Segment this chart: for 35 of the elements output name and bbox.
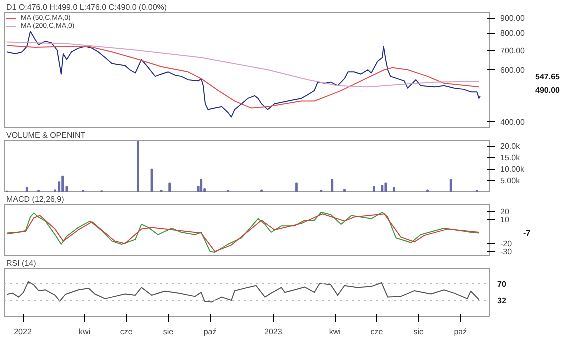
text: 547.65 [536,72,561,82]
y-tick-label: -20 [500,240,513,249]
text: 32 [498,296,507,306]
x-tick-label: paź [454,328,468,336]
x-tick-label: cze [370,328,384,336]
x-tick-label: 2023 [264,328,283,336]
y-tick-label: 600.00 [500,66,526,75]
y-tick-label: 5.00k [500,176,522,186]
line-series [6,42,480,88]
y-tick-label: 20.0k [500,142,522,151]
chart-title: D1 O:476.0 H:499.0 L:476.0 C:490.0 (0.00%) [6,3,168,12]
y-tick-label: 900.00 [500,14,526,24]
x-tick-label: paź [204,328,217,336]
chart-title: MACD (12,26,9) [6,195,65,204]
x-tick-label: sie [163,328,174,336]
y-tick-label: 400.00 [500,118,526,127]
x-tick-label: kwi [78,328,91,336]
text: 490.00 [536,86,561,96]
y-tick-label: 20 [500,208,510,217]
line-series [6,45,480,109]
x-tick-label: sie [414,328,425,336]
chart-title: RSI (14) [6,259,37,268]
text: 70 [498,280,507,289]
text: -7 [524,229,532,238]
x-tick-label: cze [120,328,134,336]
y-tick-label: 700.00 [500,46,526,56]
x-tick-label: 2022 [14,328,32,336]
y-tick-label: -30 [500,248,513,257]
line-series [6,31,482,118]
y-tick-label: 10 [500,216,510,225]
chart-title: VOLUME & OPENINT [6,131,86,140]
y-tick-label: 15.0k [500,153,522,162]
y-tick-label: 10.00k [500,164,526,174]
y-tick-label: 800.00 [500,29,526,38]
x-tick-label: kwi [329,328,342,336]
